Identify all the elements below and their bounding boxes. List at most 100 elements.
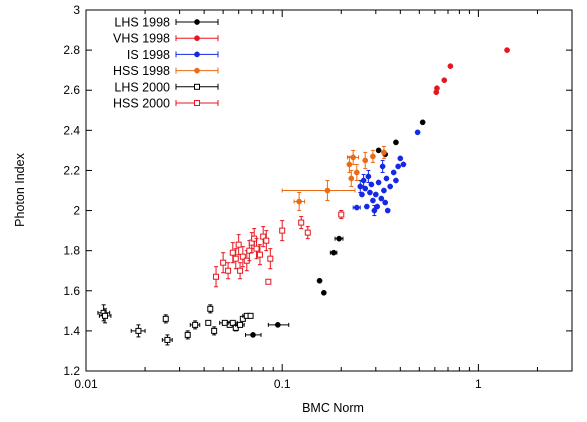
data-point [447,63,454,70]
data-point [383,175,390,182]
series-vhs-1998 [433,47,510,96]
data-point [365,173,372,180]
x-tick-label: 0.01 [74,377,98,391]
data-point [184,331,191,338]
legend-label: LHS 1998 [114,16,170,30]
data-point [298,219,305,226]
data-point [384,207,391,214]
data-point [324,187,331,194]
data-point [229,249,236,256]
data-point [232,255,239,262]
y-tick-label: 2.4 [63,123,80,137]
data-point [379,163,386,170]
data-point [263,237,270,244]
data-point [441,77,448,84]
y-tick-label: 1.6 [63,284,80,298]
data-point [414,129,421,136]
data-point [374,203,381,210]
data-point [207,305,214,312]
data-point [320,289,327,296]
data-point [434,85,440,92]
data-point [164,336,171,343]
data-point [359,191,365,198]
data-point [296,198,302,205]
data-point [381,149,387,156]
data-point [393,139,399,146]
data-point [330,249,337,256]
data-point [256,251,263,258]
data-point [237,267,244,274]
legend-label: IS 1998 [127,48,170,62]
x-axis-title: BMC Norm [302,401,364,415]
data-layer [97,47,510,346]
data-point [194,35,200,42]
data-point [265,278,272,285]
data-point [419,119,426,126]
y-tick-label: 3 [73,3,80,17]
data-point [221,319,228,326]
data-point [225,267,232,274]
data-point [390,169,397,176]
data-point [267,255,274,262]
series-hss-1998 [281,145,387,212]
series-lhs-1998 [244,119,426,338]
data-point [220,259,227,266]
data-point [375,179,382,186]
data-point [211,327,218,334]
data-point [338,211,345,218]
data-point [194,100,200,106]
data-point [372,191,379,198]
data-point [353,169,360,176]
y-tick-label: 2.6 [63,83,80,97]
data-point [362,157,369,164]
y-tick-label: 1.4 [63,324,80,338]
data-point [250,332,256,338]
data-point [363,203,370,210]
data-point [348,175,355,182]
data-point [400,161,407,168]
data-point [375,147,382,154]
data-point [360,177,367,184]
data-point [194,67,200,74]
data-point [504,47,510,53]
data-point [213,273,220,280]
data-point [350,154,357,161]
legend-label: LHS 2000 [114,80,170,94]
data-point [393,177,399,184]
data-point [387,183,393,190]
y-tick-label: 2.8 [63,43,80,57]
y-tick-label: 2 [73,204,80,218]
legend-label: HSS 2000 [113,97,170,111]
data-point [370,153,376,160]
data-point [368,181,375,188]
data-point [353,204,360,211]
data-point [362,185,369,192]
data-point [162,315,169,322]
legend-label: VHS 1998 [113,32,170,46]
data-point [260,233,267,240]
data-point [247,312,254,319]
plot-frame [85,9,573,372]
data-point [304,229,311,236]
data-point [253,245,260,252]
data-point [378,195,385,202]
data-point [205,319,212,326]
data-point [235,241,242,248]
data-point [381,187,387,194]
data-point [192,321,199,328]
data-point [194,19,200,25]
data-point [279,227,286,234]
data-point [395,163,402,170]
y-tick-label: 1.8 [63,244,80,258]
data-point [370,197,376,204]
y-axis-title: Photon Index [13,152,27,226]
data-point [371,207,378,214]
series-lhs-2000 [97,304,254,346]
series-is-1998 [352,129,421,217]
data-point [382,199,389,206]
y-tick-label: 2.2 [63,163,80,177]
legend-label: HSS 1998 [113,64,170,78]
y-tick-label: 1.2 [63,364,80,378]
series-hss-2000 [213,210,345,288]
